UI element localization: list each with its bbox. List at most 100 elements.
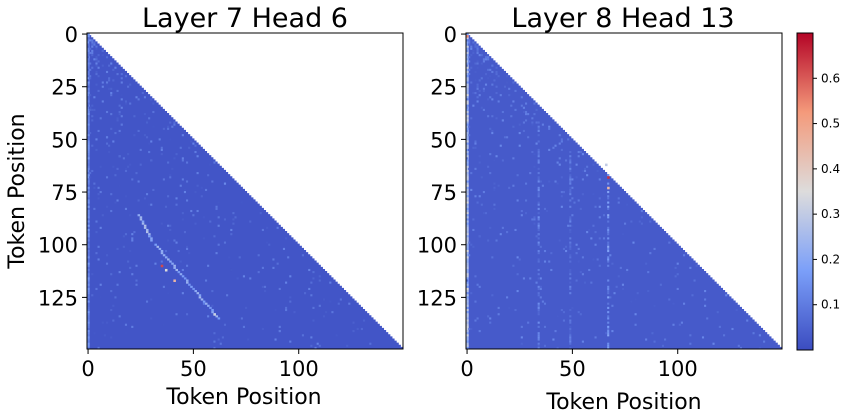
heatmap-cell — [116, 247, 119, 250]
heatmap-cell — [466, 77, 469, 80]
heatmap-cell — [101, 321, 104, 324]
heatmap-cell — [569, 167, 572, 170]
heatmap-cell — [466, 94, 469, 97]
heatmap-cell — [89, 68, 92, 71]
heatmap-cell — [124, 102, 128, 105]
heatmap-cell — [495, 66, 498, 69]
heatmap-cell — [558, 239, 561, 242]
heatmap-cell — [466, 106, 469, 109]
heatmap-cell — [105, 176, 109, 179]
heatmap-cell — [89, 172, 92, 175]
heatmap-cell — [95, 148, 98, 151]
heatmap-cell — [476, 100, 479, 103]
heatmap-cell — [537, 218, 540, 221]
heatmap-cell — [249, 277, 252, 280]
heatmap-cell — [472, 245, 475, 248]
heatmap-cell — [550, 268, 553, 272]
heatmap-cell — [87, 340, 90, 343]
heatmap-cell — [87, 287, 90, 291]
heatmap-cell — [87, 262, 90, 265]
heatmap-cell — [188, 283, 191, 286]
heatmap-cell — [695, 264, 698, 267]
heatmap-cell — [548, 125, 551, 128]
heatmap-cell — [569, 231, 572, 234]
heatmap-cell — [112, 79, 115, 82]
heatmap-cell — [478, 79, 481, 82]
heatmap-cell — [674, 275, 677, 278]
heatmap-cell — [594, 231, 597, 234]
heatmap-cell — [160, 148, 163, 151]
colorbar-tick-label: 0.3 — [821, 207, 840, 221]
heatmap-cell — [127, 85, 130, 88]
heatmap-cell — [87, 129, 90, 133]
heatmap-cell — [89, 39, 92, 42]
heatmap-cell — [105, 136, 109, 139]
heatmap-cell — [202, 216, 205, 219]
heatmap-cell — [487, 239, 490, 242]
heatmap-cell — [607, 330, 610, 333]
heatmap-cell — [293, 311, 296, 314]
heatmap-cell — [607, 287, 610, 291]
heatmap-cell — [194, 144, 197, 147]
heatmap-cell — [541, 300, 544, 303]
heatmap-cell — [560, 195, 563, 198]
heatmap-cell — [209, 306, 212, 309]
heatmap-cell — [466, 169, 469, 173]
heatmap-cell — [87, 98, 90, 101]
heatmap-cell — [167, 161, 170, 164]
heatmap-cell — [466, 321, 469, 324]
heatmap-cell — [213, 346, 216, 349]
heatmap-cell — [554, 330, 557, 333]
heatmap-cell — [213, 161, 216, 164]
heatmap-cell — [626, 268, 629, 272]
heatmap-cell — [569, 161, 572, 164]
heatmap-cell — [116, 199, 119, 202]
heatmap-cell — [322, 298, 326, 301]
heatmap-cell — [560, 140, 563, 143]
colorbar-tick-label: 0.1 — [821, 298, 840, 312]
heatmap-cell — [287, 256, 290, 259]
heatmap-cell — [586, 231, 589, 234]
heatmap-cell — [476, 283, 479, 286]
heatmap-cell — [171, 125, 174, 128]
heatmap-cell — [539, 285, 542, 288]
heatmap-cell — [87, 315, 90, 318]
heatmap-cell — [712, 342, 715, 345]
heatmap-cell — [571, 224, 574, 227]
heatmap-cell — [167, 258, 170, 261]
heatmap-cell — [571, 178, 574, 181]
heatmap-cell — [466, 327, 469, 331]
heatmap-cell — [466, 41, 469, 44]
heatmap-cell — [87, 121, 90, 124]
heatmap-cell — [87, 207, 90, 211]
heatmap-cell — [607, 315, 610, 318]
heatmap-cell — [470, 243, 473, 246]
heatmap-cell — [487, 115, 490, 118]
heatmap-cell — [171, 167, 174, 170]
heatmap-cell — [501, 119, 504, 122]
heatmap-cell — [169, 228, 172, 232]
heatmap-cell — [122, 235, 125, 238]
heatmap-cell — [310, 281, 313, 284]
heatmap-cell — [127, 260, 130, 263]
heatmap-cell — [247, 338, 250, 341]
heatmap-cell — [131, 237, 134, 240]
heatmap-cell — [531, 117, 534, 120]
heatmap-cell — [87, 102, 90, 105]
heatmap-cell — [466, 332, 469, 335]
heatmap-cell — [661, 344, 665, 347]
heatmap-cell — [495, 73, 498, 76]
heatmap-cell — [611, 262, 614, 265]
heatmap-cell — [520, 342, 523, 345]
heatmap-cell — [167, 195, 170, 198]
heatmap-cell — [116, 119, 119, 122]
heatmap-cell — [95, 252, 98, 255]
heatmap-cell — [497, 100, 500, 103]
heatmap-cell — [466, 241, 469, 244]
heatmap-cell — [95, 60, 98, 63]
heatmap-cell — [518, 258, 521, 261]
heatmap-cell — [129, 214, 132, 217]
y-tick-label: 25 — [430, 76, 457, 100]
heatmap-cell — [348, 302, 351, 305]
heatmap-cell — [196, 184, 199, 187]
